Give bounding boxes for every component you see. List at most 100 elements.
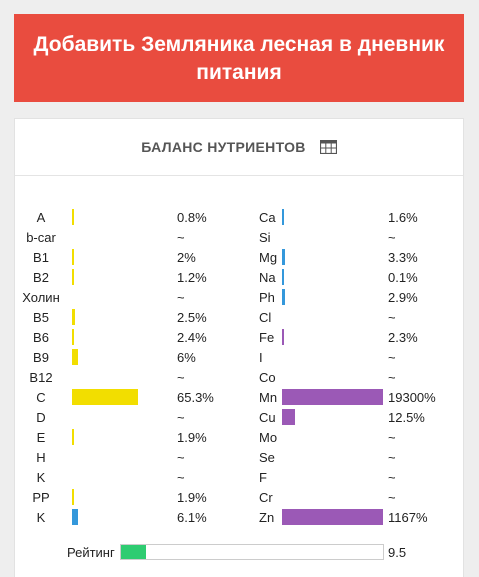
nutrient-row: K ~ F ~ — [15, 468, 463, 488]
nutrient-row: H ~ Se ~ — [15, 448, 463, 468]
nutrient-row: B6 2.4% Fe 2.3% — [15, 328, 463, 348]
nutrient-row: C 65.3% Mn 19300% — [15, 388, 463, 408]
left-nutrient-name: PP — [32, 490, 50, 505]
left-nutrient-value: 1.2% — [177, 270, 207, 285]
left-nutrient-value: 2% — [177, 250, 196, 265]
right-nutrient-name: Na — [259, 270, 276, 285]
rating-row: Рейтинг 9.5 — [15, 543, 463, 563]
right-nutrient-name: Se — [259, 450, 275, 465]
add-to-diary-button[interactable]: Добавить Земляника лесная в дневник пита… — [14, 14, 464, 102]
nutrient-row: B1 2% Mg 3.3% — [15, 248, 463, 268]
nutrient-row: B9 6% I ~ — [15, 348, 463, 368]
left-nutrient-value: 2.5% — [177, 310, 207, 325]
left-nutrient-bar — [72, 249, 74, 265]
right-nutrient-name: Zn — [259, 510, 275, 525]
nutrient-row: b-car ~ Si ~ — [15, 228, 463, 248]
nutrient-row: B2 1.2% Na 0.1% — [15, 268, 463, 288]
left-nutrient-value: ~ — [177, 410, 185, 425]
right-nutrient-name: Ca — [259, 210, 276, 225]
left-nutrient-value: ~ — [177, 450, 185, 465]
right-nutrient-bar — [282, 409, 295, 425]
left-nutrient-value: 1.9% — [177, 490, 207, 505]
right-nutrient-value: 19300% — [388, 390, 436, 405]
right-nutrient-value: ~ — [388, 230, 396, 245]
right-nutrient-name: Co — [259, 370, 276, 385]
right-nutrient-bar — [282, 249, 285, 265]
left-nutrient-value: 1.9% — [177, 430, 207, 445]
right-nutrient-value: ~ — [388, 430, 396, 445]
right-nutrient-name: F — [259, 470, 267, 485]
right-nutrient-name: Cr — [259, 490, 273, 505]
rating-label: Рейтинг — [67, 545, 115, 560]
nutrient-row: PP 1.9% Cr ~ — [15, 488, 463, 508]
left-nutrient-name: B9 — [33, 350, 49, 365]
nutrient-row: B5 2.5% Cl ~ — [15, 308, 463, 328]
left-nutrient-name: E — [36, 430, 46, 445]
left-nutrient-value: ~ — [177, 470, 185, 485]
left-nutrient-name: C — [36, 390, 46, 405]
right-nutrient-name: Mg — [259, 250, 278, 265]
nutrient-row: B12 ~ Co ~ — [15, 368, 463, 388]
left-nutrient-value: 6.1% — [177, 510, 207, 525]
table-icon[interactable] — [319, 139, 337, 155]
right-nutrient-bar — [282, 509, 383, 525]
left-nutrient-value: ~ — [177, 370, 185, 385]
right-nutrient-value: 12.5% — [388, 410, 425, 425]
right-nutrient-value: ~ — [388, 350, 396, 365]
card-header: БАЛАНС НУТРИЕНТОВ — [15, 119, 463, 176]
right-nutrient-bar — [282, 209, 284, 225]
left-nutrient-value: ~ — [177, 230, 185, 245]
right-nutrient-name: Mn — [259, 390, 278, 405]
rating-fill — [121, 545, 146, 559]
nutrient-table: A 0.8% Ca 1.6% b-car ~ Si ~ B1 2% Mg 3.3% B2 1.2% Na 0.… — [15, 208, 463, 528]
nutrient-row: Холин ~ Ph 2.9% — [15, 288, 463, 308]
right-nutrient-bar — [282, 389, 383, 405]
nutrient-row: A 0.8% Ca 1.6% — [15, 208, 463, 228]
left-nutrient-name: b-car — [26, 230, 56, 245]
right-nutrient-value: ~ — [388, 470, 396, 485]
nutrient-balance-card: БАЛАНС НУТРИЕНТОВ A 0.8% Ca 1.6% b-car ~ Si ~ B1… — [14, 118, 464, 577]
left-nutrient-bar — [72, 209, 74, 225]
left-nutrient-name: H — [36, 450, 46, 465]
left-nutrient-name: D — [36, 410, 46, 425]
right-nutrient-value: ~ — [388, 490, 396, 505]
left-nutrient-value: 6% — [177, 350, 196, 365]
nutrient-row: E 1.9% Mo ~ — [15, 428, 463, 448]
left-nutrient-name: A — [36, 210, 46, 225]
right-nutrient-value: ~ — [388, 310, 396, 325]
left-nutrient-name: B2 — [33, 270, 49, 285]
left-nutrient-value: 2.4% — [177, 330, 207, 345]
rating-bar — [120, 544, 384, 560]
right-nutrient-value: 2.3% — [388, 330, 418, 345]
left-nutrient-value: 0.8% — [177, 210, 207, 225]
nutrient-row: D ~ Cu 12.5% — [15, 408, 463, 428]
right-nutrient-name: Ph — [259, 290, 275, 305]
right-nutrient-name: Fe — [259, 330, 275, 345]
left-nutrient-value: ~ — [177, 290, 185, 305]
left-nutrient-value: 65.3% — [177, 390, 214, 405]
right-nutrient-name: Mo — [259, 430, 278, 445]
right-nutrient-bar — [282, 269, 284, 285]
right-nutrient-name: Si — [259, 230, 271, 245]
left-nutrient-name: B12 — [29, 370, 53, 385]
rating-value: 9.5 — [388, 545, 407, 560]
left-nutrient-name: K — [36, 510, 46, 525]
left-nutrient-bar — [72, 269, 74, 285]
left-nutrient-bar — [72, 389, 138, 405]
right-nutrient-value: 0.1% — [388, 270, 418, 285]
right-nutrient-value: 1167% — [388, 510, 428, 525]
left-nutrient-name: Холин — [22, 290, 60, 305]
left-nutrient-bar — [72, 309, 75, 325]
left-nutrient-name: B5 — [33, 310, 49, 325]
left-nutrient-bar — [72, 349, 78, 365]
right-nutrient-value: ~ — [388, 370, 396, 385]
left-nutrient-bar — [72, 429, 74, 445]
right-nutrient-value: ~ — [388, 450, 396, 465]
card-title: БАЛАНС НУТРИЕНТОВ — [141, 139, 306, 155]
left-nutrient-bar — [72, 489, 74, 505]
right-nutrient-name: I — [259, 350, 263, 365]
right-nutrient-name: Cl — [259, 310, 272, 325]
right-nutrient-name: Cu — [259, 410, 276, 425]
right-nutrient-value: 3.3% — [388, 250, 418, 265]
left-nutrient-name: B6 — [33, 330, 49, 345]
